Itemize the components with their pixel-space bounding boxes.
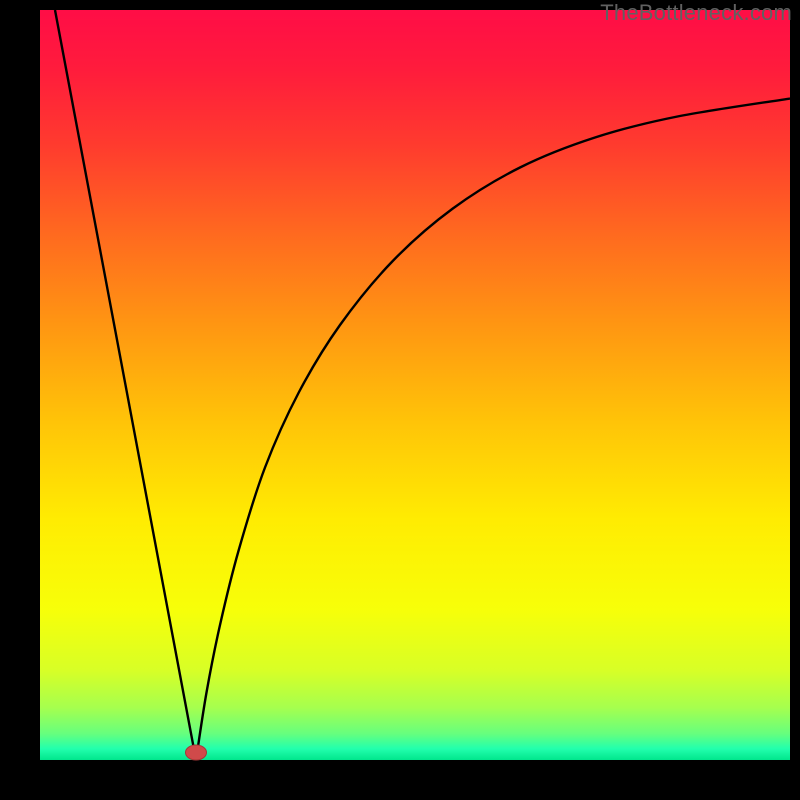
- chart-container: TheBottleneck.com: [0, 0, 800, 800]
- optimal-point-marker: [186, 745, 207, 760]
- bottleneck-curve-chart: [0, 0, 800, 800]
- plot-background: [40, 10, 790, 760]
